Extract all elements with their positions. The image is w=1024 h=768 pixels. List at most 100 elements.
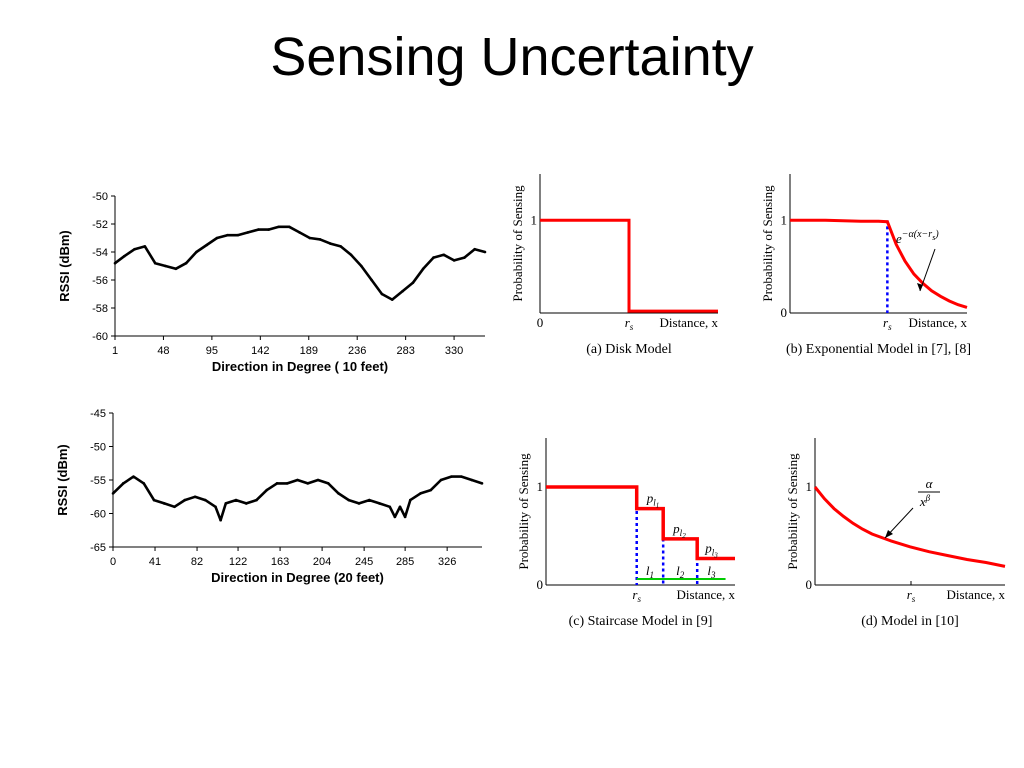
- rssi20-x-tick-label: 163: [271, 556, 289, 568]
- rssi20-rssi-point: [357, 502, 361, 505]
- power-y-tick-label: 1: [806, 479, 813, 494]
- power-law-model-chart: Probability of Sensing Distance, x (d) Mod…: [785, 438, 1005, 629]
- rssi20-y-tick-label: -45: [90, 408, 106, 420]
- exp-caption: (b) Exponential Model in [7], [8]: [786, 342, 971, 357]
- rssi10-rssi-point: [195, 250, 198, 254]
- rssi10-x-tick-label: 1: [112, 345, 118, 357]
- rssi10-x-tick-label: 189: [300, 345, 318, 357]
- rssi20-rssi-point: [419, 492, 422, 495]
- rssi10-rssi-point: [473, 247, 476, 251]
- disk-y-tick-label: 1: [531, 212, 538, 227]
- rssi10-x-tick-label: 236: [348, 345, 366, 357]
- power-y-tick-label: 0: [806, 577, 813, 592]
- rssi20-rssi-series-line: [112, 475, 483, 522]
- rssi10-rssi-point: [113, 261, 117, 265]
- rssi10-rssi-point: [226, 233, 229, 237]
- rssi20-rssi-point: [162, 502, 166, 505]
- disk-x-axis-label: Distance, x: [660, 315, 719, 330]
- stair-step-probability-label: pl2: [672, 521, 686, 540]
- rssi20-rssi-point: [470, 478, 474, 482]
- exp-model-line: [790, 218, 968, 309]
- rssi20-y-tick-label: -50: [90, 442, 106, 454]
- rssi10-y-tick-label: -60: [92, 331, 108, 343]
- rssi20-y-tick-label: -65: [90, 542, 106, 554]
- stair-step-probability-label: pl1: [646, 491, 660, 510]
- rssi20-rssi-point: [403, 515, 407, 519]
- stair-y-axis-label: Probability of Sensing: [516, 453, 531, 570]
- rssi20-rssi-point: [193, 495, 197, 499]
- rssi10-rssi-point: [267, 228, 270, 231]
- rssi20-rssi-point: [183, 498, 187, 502]
- rssi-chart-10-feet: -50 -52 -54 -56 -58 -60 1 48 95 142 189 236 283 330 Di…: [57, 191, 487, 374]
- rssi20-rssi-point: [244, 502, 248, 505]
- rssi-chart-20-feet: -45 -50 -55 -60 -65 0 41 82 122 163 204 245 285 326 Di…: [55, 408, 484, 585]
- exp-x-axis-label: Distance, x: [909, 315, 968, 330]
- exp-y-axis-label: Probability of Sensing: [760, 185, 775, 302]
- rssi20-rssi-point: [449, 475, 453, 478]
- exp-rs-tick-label: rs: [883, 315, 892, 332]
- stair-segment-label: l2: [676, 563, 685, 580]
- rssi20-rssi-point: [378, 502, 381, 505]
- rssi10-rssi-point: [370, 278, 373, 282]
- rssi10-rssi-point: [153, 261, 157, 265]
- rssi10-x-tick-label: 95: [206, 345, 218, 357]
- rssi10-rssi-point: [277, 225, 281, 229]
- rssi20-rssi-point: [429, 488, 433, 492]
- stair-segment-label: l1: [646, 563, 654, 580]
- rssi10-rssi-point: [256, 228, 260, 231]
- rssi10-rssi-point: [184, 261, 188, 265]
- rssi20-x-axis-label: Direction in Degree (20 feet): [211, 570, 384, 585]
- rssi20-x-tick-label: 0: [110, 556, 116, 568]
- disk-model-chart: Probability of Sensing Distance, x (a) Dis…: [510, 174, 718, 357]
- disk-x-tick-label: 0: [537, 315, 544, 330]
- staircase-model-chart: Probability of Sensing Distance, x (c) Sta…: [516, 438, 735, 629]
- rssi20-rssi-point: [203, 498, 207, 502]
- rssi20-rssi-point: [234, 498, 238, 502]
- rssi10-rssi-point: [421, 267, 425, 271]
- rssi20-x-tick-label: 326: [438, 556, 456, 568]
- rssi10-rssi-point: [143, 245, 147, 248]
- rssi10-rssi-series-line: [114, 225, 486, 301]
- power-x-axis-label: Distance, x: [947, 587, 1006, 602]
- rssi10-rssi-point: [452, 259, 456, 262]
- rssi10-y-tick-label: -56: [92, 275, 108, 287]
- rssi10-rssi-point: [329, 242, 332, 245]
- disk-y-axis-label: Probability of Sensing: [510, 185, 525, 302]
- exp-formula-arrow: [919, 248, 936, 292]
- rssi20-x-tick-label: 204: [313, 556, 331, 568]
- rssi10-x-tick-label: 142: [251, 345, 269, 357]
- rssi10-rssi-point: [122, 254, 126, 258]
- stair-step-probability-label: pl3: [704, 541, 718, 560]
- rssi10-rssi-point: [390, 298, 394, 301]
- rssi20-rssi-point: [460, 475, 463, 478]
- rssi20-rssi-point: [285, 482, 289, 485]
- rssi10-rssi-point: [463, 256, 466, 259]
- stair-y-tick-label: 1: [537, 479, 544, 494]
- rssi10-rssi-point: [349, 253, 353, 257]
- rssi10-rssi-point: [287, 225, 291, 229]
- rssi10-rssi-point: [236, 233, 239, 237]
- rssi10-y-tick-label: -54: [92, 247, 108, 259]
- rssi10-rssi-point: [215, 236, 219, 240]
- rssi10-rssi-point: [246, 231, 250, 234]
- rssi10-rssi-point: [411, 281, 415, 285]
- rssi20-rssi-point: [306, 482, 310, 485]
- rssi10-rssi-point: [318, 238, 322, 241]
- rssi20-y-axis-label: RSSI (dBm): [55, 444, 70, 516]
- slide-title: Sensing Uncertainty: [270, 27, 754, 87]
- rssi20-rssi-point: [316, 478, 320, 482]
- rssi10-x-tick-label: 48: [157, 345, 169, 357]
- exponential-model-chart: Probability of Sensing Distance, x (b) Exp…: [760, 174, 971, 357]
- rssi10-rssi-point: [308, 236, 312, 240]
- rssi10-rssi-point: [339, 245, 343, 248]
- power-model-line: [813, 486, 1006, 568]
- rssi20-rssi-point: [219, 518, 222, 522]
- stair-rs-tick-label: rs: [632, 587, 641, 604]
- exp-y-tick-label: 0: [781, 305, 788, 320]
- exp-y-tick-label: 1: [781, 212, 788, 227]
- stair-model-line: [546, 485, 735, 561]
- rssi20-rssi-point: [265, 488, 269, 492]
- rssi10-rssi-point: [174, 267, 178, 271]
- rssi20-rssi-point: [393, 515, 397, 519]
